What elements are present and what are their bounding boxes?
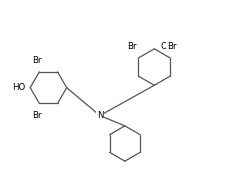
Text: Br: Br xyxy=(128,42,137,51)
Text: Br: Br xyxy=(32,55,42,65)
Text: Br: Br xyxy=(167,42,176,51)
Text: HO: HO xyxy=(12,83,25,92)
Text: Br: Br xyxy=(32,111,42,120)
Text: N: N xyxy=(97,111,103,120)
Text: OH: OH xyxy=(160,42,174,51)
